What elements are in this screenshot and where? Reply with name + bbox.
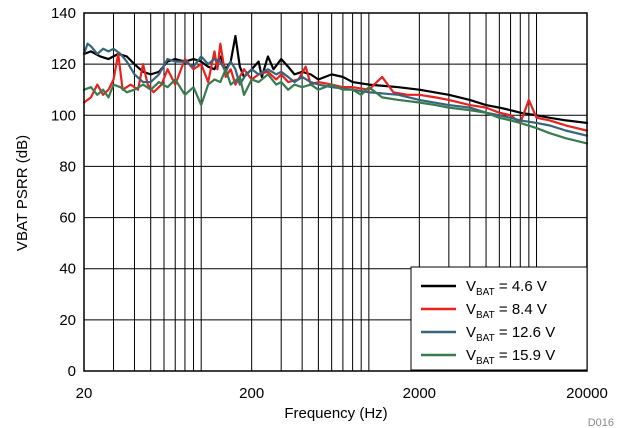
plot-frame (83, 12, 588, 372)
series-line-1 (82, 34, 589, 125)
y-tick-label: 100 (51, 107, 76, 124)
legend-box (410, 266, 588, 371)
legend-label-2: VBAT = 8.4 V (466, 301, 547, 321)
legend-label-4: VBAT = 15.9 V (466, 347, 555, 367)
legend-label-3: VBAT = 12.6 V (466, 324, 555, 344)
figure-code: D016 (588, 417, 614, 428)
x-tick-label: 2000 (403, 385, 436, 402)
y-tick-label: 80 (59, 158, 76, 175)
series-line-4 (82, 68, 589, 145)
x-tick-label: 20000 (566, 385, 608, 402)
x-tick-label: 20 (76, 385, 93, 402)
y-tick-label: 20 (59, 312, 76, 329)
legend-label-1: VBAT = 4.6 V (466, 278, 547, 298)
legend-entries: VBAT = 4.6 V VBAT = 8.4 V VBAT = 12.6 V VBA… (421, 278, 555, 367)
x-tick-labels: 20 200 2000 20000 (76, 385, 608, 402)
y-tick-label: 40 (59, 261, 76, 278)
y-tick-labels: 0 20 40 60 80 100 120 140 (51, 5, 76, 380)
series-group (82, 34, 589, 145)
y-tick-label: 140 (51, 5, 76, 22)
legend: VBAT = 4.6 V VBAT = 8.4 V VBAT = 12.6 V VBA… (410, 266, 588, 371)
y-axis-title: VBAT PSRR (dB) (14, 135, 31, 251)
x-axis-title: Frequency (Hz) (284, 405, 387, 422)
y-tick-label: 60 (59, 210, 76, 227)
x-tick-label: 200 (239, 385, 264, 402)
series-line-3 (82, 42, 589, 137)
y-tick-label: 120 (51, 56, 76, 73)
y-tick-label: 0 (68, 363, 76, 380)
